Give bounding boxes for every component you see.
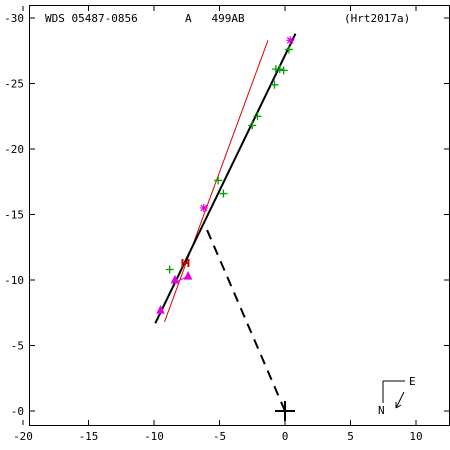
x-tick-label: -15: [79, 430, 99, 443]
h-marker: [181, 258, 190, 267]
x-tick-label: 5: [347, 430, 354, 443]
y-tick-label: -20: [4, 143, 24, 156]
plus-marker: [248, 121, 257, 130]
star-marker: [286, 36, 295, 45]
y-tick-label: -25: [4, 78, 24, 91]
compass-indicator: E N: [378, 375, 416, 417]
plus-marker: [275, 65, 284, 74]
axis-ticks: [22, 6, 449, 425]
compass-east-label: E: [409, 375, 416, 388]
plus-marker: [253, 112, 262, 121]
compass-direction-arrow-icon: [395, 391, 405, 409]
fitted-lines: [154, 33, 297, 412]
plus-marker: [279, 66, 288, 75]
primary-plus-icon: [275, 401, 295, 421]
plus-marker: [284, 45, 293, 54]
plot-frame: [29, 5, 450, 426]
y-tick-label: -30: [4, 12, 24, 25]
triangle-marker: [183, 270, 193, 280]
x-tick-label: -20: [13, 430, 33, 443]
y-tick-label: -5: [11, 340, 24, 353]
compass-axes: [382, 380, 405, 403]
plus-marker: [219, 189, 228, 198]
plus-marker: [214, 176, 223, 185]
wds-designation: WDS 05487-0856: [45, 12, 138, 25]
compass-north-label: N: [378, 404, 385, 417]
reference-label: (Hrt2017a): [344, 12, 410, 25]
x-tick-label: 0: [282, 430, 289, 443]
x-tick-label: -10: [144, 430, 164, 443]
y-tick-label: -10: [4, 274, 24, 287]
x-tick-label: -5: [213, 430, 226, 443]
component-label: A 499AB: [185, 12, 245, 25]
star-marker: [199, 203, 208, 212]
y-tick-label: -15: [4, 209, 24, 222]
triangle-marker: [156, 305, 165, 314]
triangle-marker: [170, 274, 180, 284]
axis-tick-labels: -20 -15 -10 -5 0 5 10 -0 -5 -10 -15 -20 -25 -30: [4, 12, 423, 443]
plus-marker: [165, 265, 174, 274]
secondary-fit-line: [164, 40, 269, 323]
periastron-connector-line: [202, 221, 286, 412]
x-tick-label: 10: [409, 430, 422, 443]
y-tick-label: -0: [11, 405, 24, 418]
measurement-markers: [156, 36, 295, 314]
plus-marker: [270, 80, 279, 89]
primary-star-marker: [275, 401, 295, 421]
orbit-fit-line: [154, 33, 297, 324]
